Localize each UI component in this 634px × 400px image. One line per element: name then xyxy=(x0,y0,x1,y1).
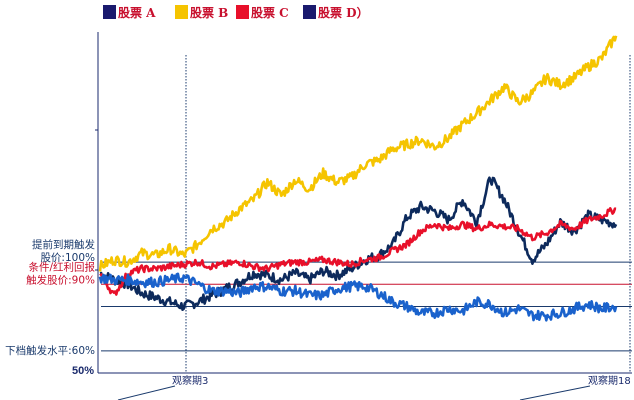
level-label: 触发股价:90% xyxy=(26,273,95,286)
series-line xyxy=(99,207,617,296)
observation-pointer xyxy=(117,385,176,400)
series-line xyxy=(98,35,618,272)
series-line xyxy=(98,272,618,322)
legend-swatch xyxy=(175,5,188,19)
legend-label: 股票 D） xyxy=(318,5,369,20)
legend-swatch xyxy=(303,5,316,19)
legend-item: 股票 C xyxy=(236,5,289,20)
legend-label: 股票 B xyxy=(190,5,228,20)
observation-pointer xyxy=(519,385,591,400)
axes: 50% xyxy=(72,32,632,377)
legend-label: 股票 A xyxy=(118,5,156,20)
legend-label: 股票 C xyxy=(251,5,289,20)
legend-item: 股票 A xyxy=(103,5,156,20)
observation-dates: 观察期3 观察期18 xyxy=(117,55,631,400)
observation-label: 观察期18 xyxy=(588,374,631,387)
legend-item: 股票 B xyxy=(175,5,228,20)
legend-swatch xyxy=(236,5,249,19)
legend: 股票 A 股票 B 股票 C 股票 D） xyxy=(103,5,369,20)
level-label: 条件/红利回报 xyxy=(28,260,95,273)
legend-swatch xyxy=(103,5,116,19)
observation-label: 观察期3 xyxy=(172,374,208,387)
level-label: 提前到期触发 xyxy=(32,238,95,251)
y-axis-bottom-label: 50% xyxy=(72,365,94,377)
level-label: 股价:100% xyxy=(40,252,95,264)
series-lines xyxy=(98,35,618,322)
legend-item: 股票 D） xyxy=(303,5,369,20)
series-line xyxy=(99,176,618,311)
level-label: 下档触发水平:60% xyxy=(5,344,95,357)
